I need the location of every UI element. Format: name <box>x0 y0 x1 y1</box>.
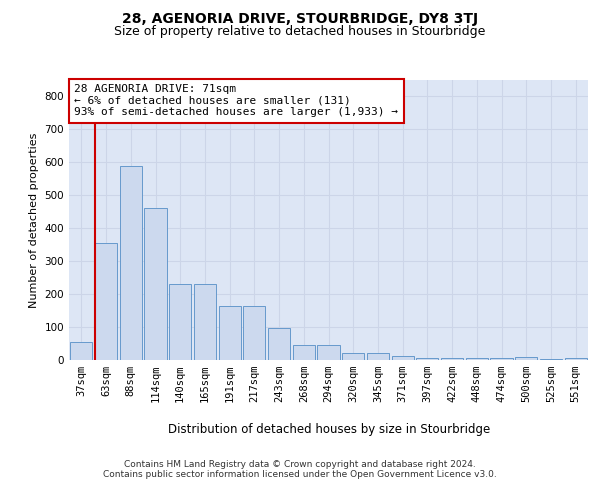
Bar <box>392 356 414 360</box>
Bar <box>490 358 512 360</box>
Bar <box>293 345 315 360</box>
Y-axis label: Number of detached properties: Number of detached properties <box>29 132 39 308</box>
Bar <box>342 353 364 360</box>
Text: Contains HM Land Registry data © Crown copyright and database right 2024.
Contai: Contains HM Land Registry data © Crown c… <box>103 460 497 479</box>
Bar <box>169 284 191 360</box>
Bar <box>194 284 216 360</box>
Text: Distribution of detached houses by size in Stourbridge: Distribution of detached houses by size … <box>167 422 490 436</box>
Bar <box>317 345 340 360</box>
Bar <box>243 306 265 360</box>
Bar <box>416 358 439 360</box>
Text: 28 AGENORIA DRIVE: 71sqm
← 6% of detached houses are smaller (131)
93% of semi-d: 28 AGENORIA DRIVE: 71sqm ← 6% of detache… <box>74 84 398 117</box>
Bar <box>145 208 167 360</box>
Bar <box>218 306 241 360</box>
Text: 28, AGENORIA DRIVE, STOURBRIDGE, DY8 3TJ: 28, AGENORIA DRIVE, STOURBRIDGE, DY8 3TJ <box>122 12 478 26</box>
Bar <box>95 243 117 360</box>
Bar <box>441 358 463 360</box>
Bar <box>268 328 290 360</box>
Bar <box>540 359 562 360</box>
Text: Size of property relative to detached houses in Stourbridge: Size of property relative to detached ho… <box>115 25 485 38</box>
Bar <box>515 358 538 360</box>
Bar <box>119 166 142 360</box>
Bar <box>565 358 587 360</box>
Bar <box>367 353 389 360</box>
Bar <box>70 342 92 360</box>
Bar <box>466 358 488 360</box>
